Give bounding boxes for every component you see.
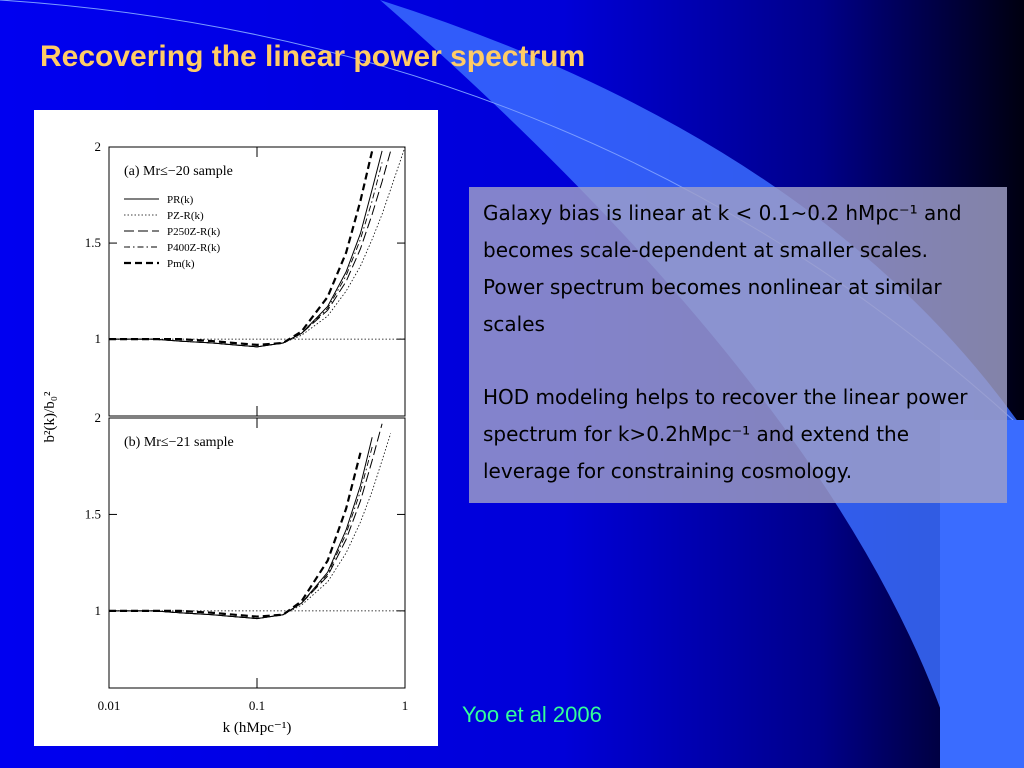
paragraph: HOD modeling helps to recover the linear…	[483, 385, 968, 483]
y-tick-label: 1.5	[85, 506, 101, 521]
legend-label: PR(k)	[167, 194, 194, 206]
y-axis-label: b²(k)/b₀²	[42, 391, 58, 442]
legend-label: P400Z-R(k)	[167, 242, 221, 254]
y-tick-label: 1	[95, 331, 102, 346]
series-line	[109, 452, 362, 618]
text-box: Galaxy bias is linear at k < 0.1~0.2 hMp…	[469, 187, 1007, 503]
panel-title: (b) Mr≤−21 sample	[124, 435, 234, 450]
panel-title: (a) Mr≤−20 sample	[124, 164, 233, 179]
series-line	[109, 433, 392, 619]
series-line	[109, 446, 373, 620]
plot-frame	[108, 146, 406, 417]
series-line	[109, 150, 374, 347]
series-line	[109, 437, 373, 620]
series-line	[109, 162, 383, 348]
slide-title: Recovering the linear power spectrum	[40, 40, 586, 73]
x-tick-label: 0.1	[249, 698, 265, 713]
series-line	[109, 150, 392, 348]
series-line	[109, 150, 383, 348]
paragraph: Galaxy bias is linear at k < 0.1~0.2 hMp…	[483, 201, 962, 336]
x-axis-label: k (hMpc⁻¹)	[223, 720, 292, 736]
legend-label: P250Z-R(k)	[167, 226, 221, 238]
y-tick-label: 2	[95, 410, 102, 425]
y-tick-label: 2	[95, 139, 102, 154]
figure: 1 1.5 2 (a) Mr≤−20 sample PR(k) PZ-R(k) P250Z-…	[34, 110, 438, 746]
citation: Yoo et al 2006	[462, 702, 602, 727]
x-tick-label: 0.01	[98, 698, 121, 713]
x-tick-label: 1	[402, 698, 409, 713]
legend-label: Pm(k)	[167, 258, 195, 270]
legend-label: PZ-R(k)	[167, 210, 204, 222]
plot-frame	[108, 417, 406, 689]
y-tick-label: 1	[95, 603, 102, 618]
y-tick-label: 1.5	[85, 235, 101, 250]
